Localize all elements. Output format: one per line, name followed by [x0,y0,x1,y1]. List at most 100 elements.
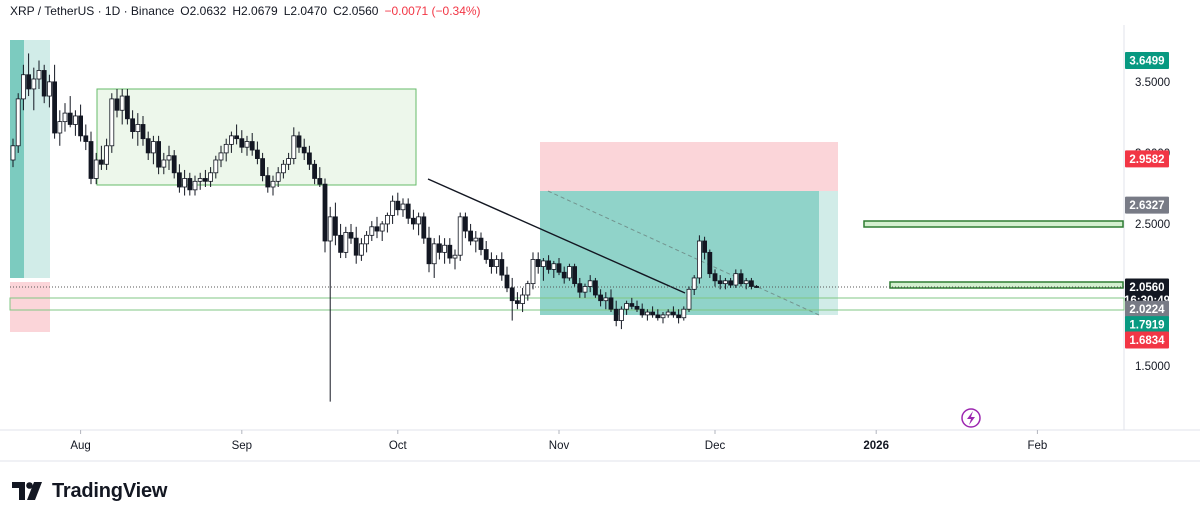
price-tag-label: 2.0560 [1129,282,1164,294]
candle [47,74,52,108]
candle [125,88,130,125]
long-position-loss-zone[interactable] [10,282,50,332]
x-tick-label: Sep [232,440,252,452]
candle [603,292,609,310]
candle [369,221,375,241]
candle [306,145,312,170]
candle [733,269,739,288]
candle [249,133,255,156]
resistance-zone[interactable] [863,220,1124,228]
candle [567,263,572,281]
candle [10,138,16,168]
candle [301,138,307,160]
price-tag-label: 2.0224 [1129,304,1165,316]
candle [593,277,598,298]
y-tick-label: 1.5000 [1135,361,1170,373]
high-value: H2.0679 [232,4,278,18]
candle [743,277,749,290]
price-tag-label: 2.9582 [1129,154,1164,166]
chart-header: XRP / TetherUS · 1D · Binance O2.0632 H2… [10,4,481,20]
candle [515,292,520,310]
candle [535,252,541,274]
price-tag-label: 3.6499 [1129,56,1164,68]
candle [83,124,89,151]
downtrend-line[interactable] [427,178,686,294]
candle [650,306,655,318]
candle [223,138,229,162]
candle [691,275,697,295]
short-position-light-zone[interactable] [819,191,838,315]
candle [473,231,479,253]
candle [192,175,198,196]
candle [322,178,328,253]
y-tick-label: 2.5000 [1135,219,1170,231]
candle [416,212,422,236]
candle [452,249,458,270]
candle [697,235,702,284]
x-tick-label: Feb [1027,440,1047,452]
candle [104,138,109,170]
candle [712,269,718,287]
candle [717,275,723,290]
low-value: L2.0470 [283,4,328,18]
short-position-loss-zone[interactable] [540,142,838,191]
candle [499,252,505,281]
candle [436,235,442,260]
tradingview-logo-icon [12,482,42,500]
candle [483,241,489,264]
price-tag: 2.6327 [1125,196,1169,214]
candle [655,309,661,321]
candle [488,252,494,274]
candle [140,115,146,146]
candle [176,164,182,193]
candle [613,300,619,327]
support-band[interactable] [9,297,1125,311]
candle [275,167,281,187]
candle [494,255,500,274]
open-value: O2.0632 [180,4,227,18]
candle [660,312,666,324]
candle [598,289,603,307]
short-position-profit-zone[interactable] [540,191,819,315]
candle [52,64,57,139]
range-box[interactable] [96,88,417,186]
time-axis[interactable]: Aug Sep Oct Nov Dec 2026 Feb [70,430,1047,452]
price-tag-label: 1.6834 [1129,335,1165,347]
lightning-icon[interactable] [961,408,981,428]
candle [671,306,676,318]
candle [78,104,83,142]
candle [582,283,588,298]
candle [291,127,297,165]
candle [218,145,224,168]
candle [119,88,125,125]
candle [374,216,380,239]
symbol-label[interactable]: XRP / TetherUS · 1D · Binance [10,4,175,18]
candle [530,252,536,290]
x-tick-label: 2026 [863,440,889,452]
candle [379,221,385,241]
candle [93,152,99,185]
candle [634,300,640,313]
candle [468,223,474,246]
support-zone[interactable] [889,281,1124,289]
candle [348,223,354,244]
x-tick-label: Dec [705,440,726,452]
y-tick-label: 3.5000 [1135,77,1170,89]
candle [265,167,271,193]
x-tick-label: Oct [389,440,408,452]
candle [754,285,759,288]
candle [161,152,167,175]
candle [619,306,624,330]
candle [572,263,577,287]
candle [270,175,276,196]
candle [31,67,37,111]
candle [639,303,645,318]
change-value: −0.0071 (−0.34%) [384,4,481,18]
candle [665,309,671,318]
candle [150,135,156,165]
candle [213,155,219,179]
candle [67,96,73,128]
candle [405,198,411,224]
candle [546,255,551,274]
